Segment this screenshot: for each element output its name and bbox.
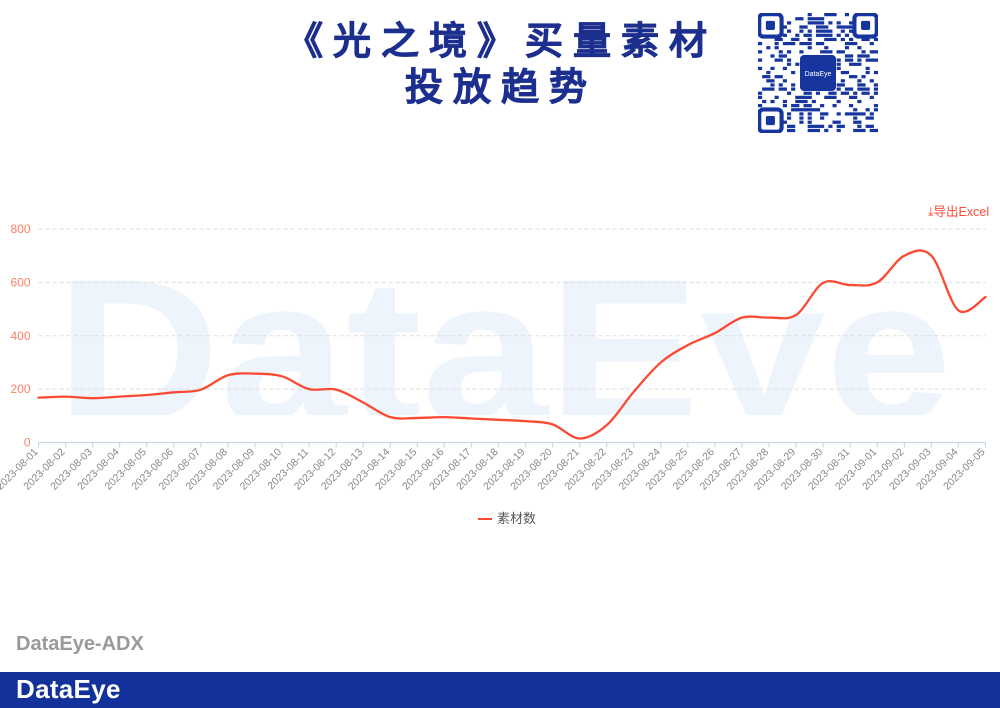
svg-text:400: 400 xyxy=(10,329,30,343)
svg-text:200: 200 xyxy=(10,382,30,396)
svg-text:600: 600 xyxy=(10,275,30,289)
svg-text:800: 800 xyxy=(10,222,30,236)
